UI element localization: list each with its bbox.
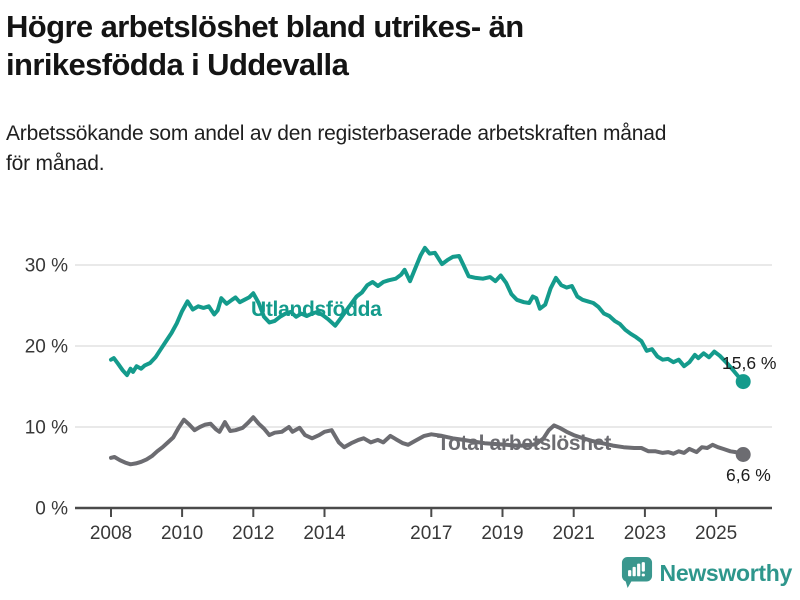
x-tick-label: 2012 xyxy=(232,523,274,544)
x-tick-label: 2014 xyxy=(303,523,346,544)
bar-chart-pin-icon xyxy=(621,557,652,589)
chart-title-line1: Högre arbetslöshet bland utrikes- än xyxy=(6,9,524,44)
series-end-dot-0 xyxy=(735,374,751,390)
y-tick-label: 10 % xyxy=(25,418,68,439)
chart-subtitle-line1: Arbetssökande som andel av den registerb… xyxy=(6,122,667,145)
series-line-0 xyxy=(109,245,746,384)
series-name-label-0: Utlandsfödda xyxy=(251,298,382,321)
series-end-value-label-0: 15,6 % xyxy=(722,353,776,373)
x-tick-label: 2021 xyxy=(553,523,595,544)
x-tick-label: 2025 xyxy=(695,523,737,544)
series-end-dot-1 xyxy=(735,447,751,462)
y-tick-label: 20 % xyxy=(25,337,68,358)
series-end-value-label-1: 6,6 % xyxy=(726,465,771,485)
series-line-1 xyxy=(109,415,746,467)
chart-subtitle-line2: för månad. xyxy=(6,152,105,175)
x-tick-label: 2010 xyxy=(161,523,203,544)
x-tick-label: 2017 xyxy=(410,523,452,544)
x-tick-label: 2023 xyxy=(624,523,666,544)
x-tick-label: 2008 xyxy=(90,523,132,544)
newsworthy-logo: Newsworthy xyxy=(621,556,792,590)
y-tick-label: 0 % xyxy=(35,499,68,520)
series-name-label-1: Total arbetslöshet xyxy=(437,432,611,455)
chart-title: Högre arbetslöshet bland utrikes- än inr… xyxy=(6,8,786,84)
chart-title-line2: inrikesfödda i Uddevalla xyxy=(6,47,349,82)
y-tick-label: 30 % xyxy=(25,256,68,277)
x-tick-label: 2019 xyxy=(481,523,523,544)
brand-wordmark: Newsworthy xyxy=(659,559,793,586)
chart-subtitle: Arbetssökande som andel av den registerb… xyxy=(6,119,794,179)
